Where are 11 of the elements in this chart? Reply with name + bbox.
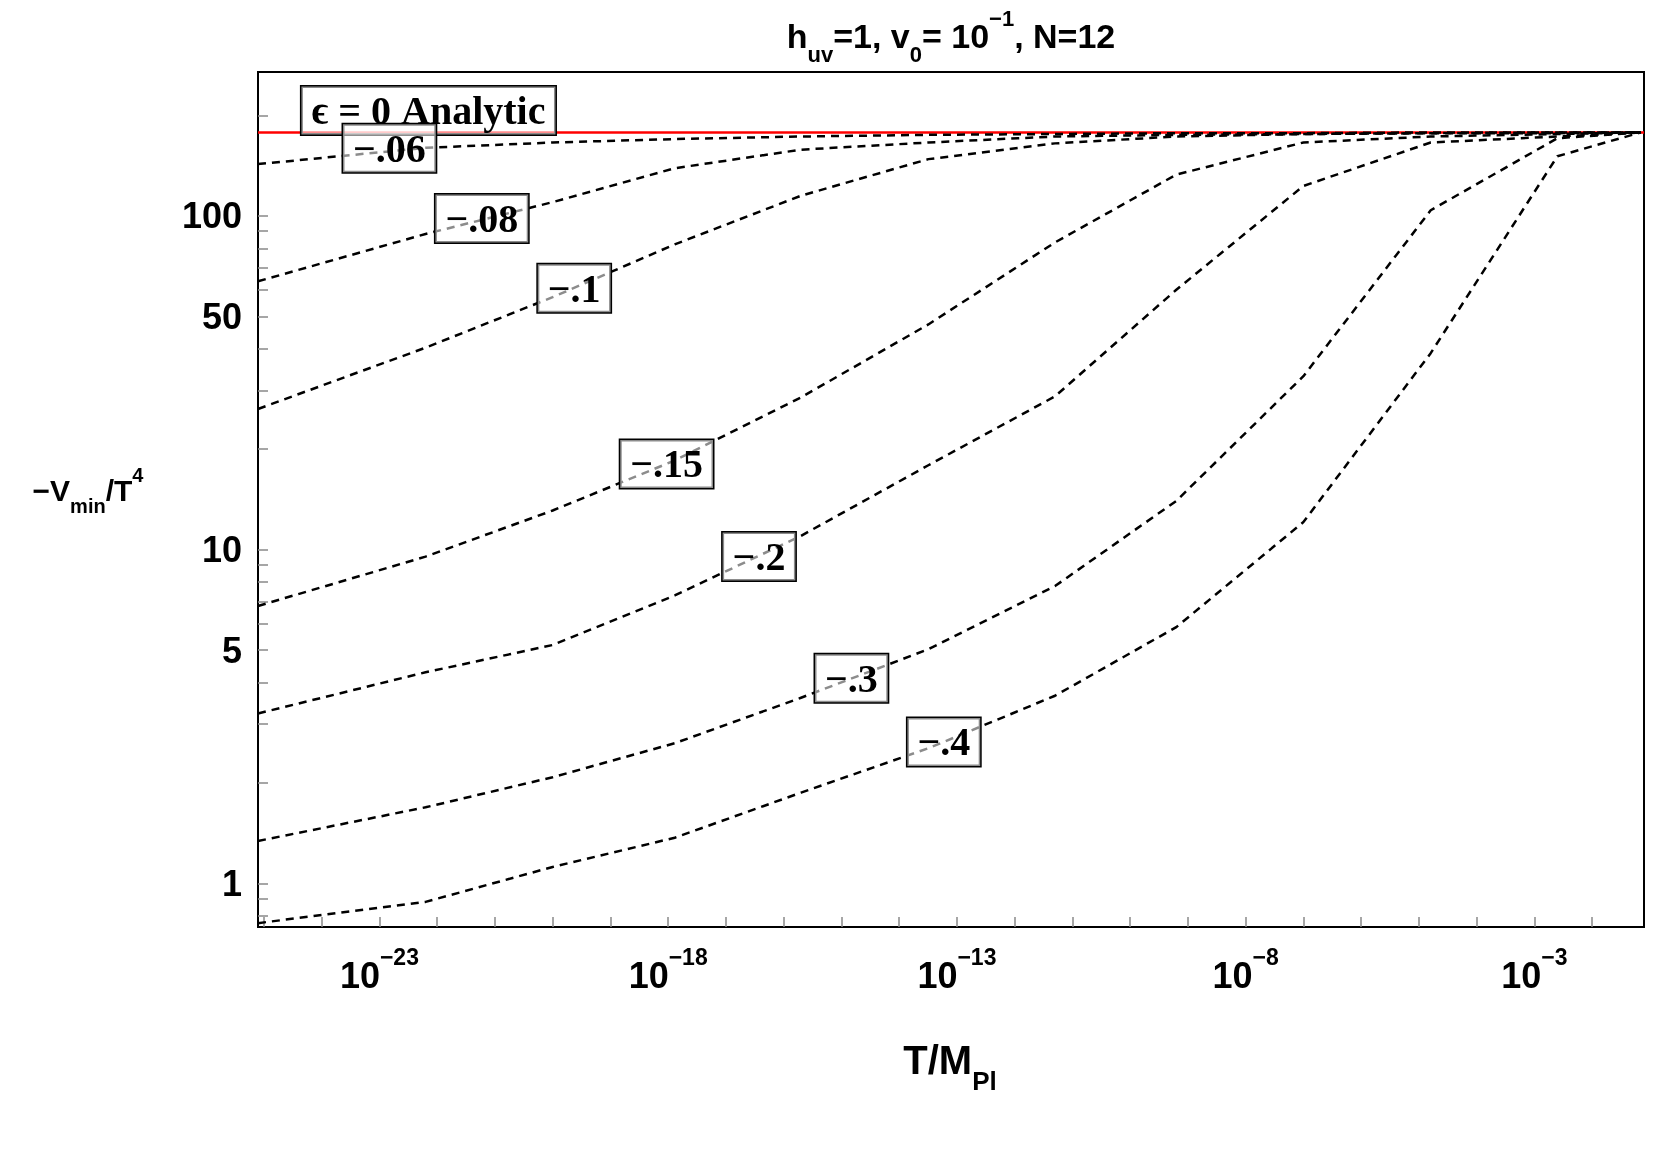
series-label: −.15: [630, 441, 704, 487]
y-tick-label: 5: [221, 629, 242, 671]
series-label: −.4: [917, 719, 971, 765]
series-label: −.3: [825, 655, 878, 701]
y-tick-label: 100: [181, 195, 242, 237]
y-tick-label: 1: [221, 862, 242, 904]
y-tick-label: 10: [201, 529, 242, 571]
series-label: −.1: [547, 265, 601, 311]
y-tick-label: 50: [201, 295, 242, 337]
series-label: −.2: [732, 533, 786, 579]
series-label: −.08: [445, 195, 519, 241]
